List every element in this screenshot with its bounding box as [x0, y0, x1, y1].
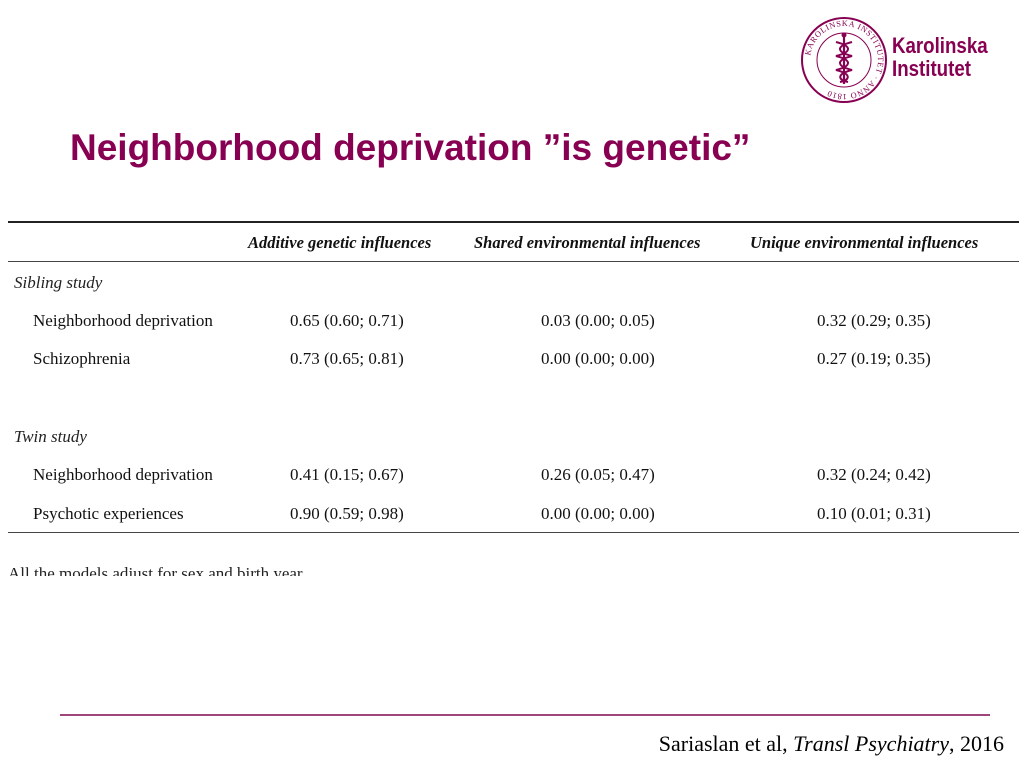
group-label-sibling: Sibling study [14, 273, 103, 292]
cell-additive: 0.73 (0.65; 0.81) [290, 349, 404, 368]
citation: Sariaslan et al, Transl Psychiatry, 2016 [659, 731, 1004, 757]
citation-journal: Transl Psychiatry [793, 731, 949, 756]
results-table: Additive genetic influences Shared envir… [8, 220, 1019, 540]
cell-additive: 0.65 (0.60; 0.71) [290, 311, 404, 330]
karolinska-wordmark: Karolinska Institutet [892, 34, 988, 80]
table-bottom-rule [8, 532, 1019, 533]
cell-additive: 0.41 (0.15; 0.67) [290, 465, 404, 484]
group-label-twin: Twin study [14, 427, 87, 446]
row-name: Neighborhood deprivation [33, 311, 213, 330]
row-name: Neighborhood deprivation [33, 465, 213, 484]
row-name: Schizophrenia [33, 349, 131, 368]
header-shared-environmental: Shared environmental influences [474, 233, 701, 252]
table-footnote-cropped: All the models adjust for sex and birth … [8, 560, 338, 576]
slide-title: Neighborhood deprivation ”is genetic” [70, 127, 751, 168]
cell-additive: 0.90 (0.59; 0.98) [290, 504, 404, 523]
table-header-rule [8, 261, 1019, 262]
cell-shared: 0.00 (0.00; 0.00) [541, 349, 655, 368]
header-additive-genetic: Additive genetic influences [248, 233, 432, 252]
table-top-rule [8, 221, 1019, 223]
cell-unique: 0.32 (0.24; 0.42) [817, 465, 931, 484]
logo-line-2: Institutet [892, 56, 971, 81]
citation-authors: Sariaslan et al, [658, 731, 794, 756]
karolinska-seal-icon: KAROLINSKA INSTITUTET · ANNO 1810 [801, 17, 887, 103]
logo-line-1: Karolinska [892, 33, 988, 58]
header-unique-environmental: Unique environmental influences [750, 233, 979, 252]
row-name: Psychotic experiences [33, 504, 184, 523]
footer-rule [60, 714, 990, 716]
cell-unique: 0.10 (0.01; 0.31) [817, 504, 931, 523]
table-footnote: All the models adjust for sex and birth … [8, 564, 303, 576]
cell-shared: 0.26 (0.05; 0.47) [541, 465, 655, 484]
cell-unique: 0.32 (0.29; 0.35) [817, 311, 931, 330]
cell-shared: 0.00 (0.00; 0.00) [541, 504, 655, 523]
cell-unique: 0.27 (0.19; 0.35) [817, 349, 931, 368]
citation-year: , 2016 [949, 731, 1004, 756]
karolinska-logo: KAROLINSKA INSTITUTET · ANNO 1810 Karoli… [800, 14, 1000, 104]
cell-shared: 0.03 (0.00; 0.05) [541, 311, 655, 330]
